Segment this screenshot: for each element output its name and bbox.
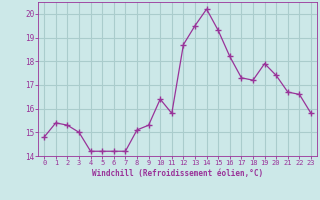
- X-axis label: Windchill (Refroidissement éolien,°C): Windchill (Refroidissement éolien,°C): [92, 169, 263, 178]
